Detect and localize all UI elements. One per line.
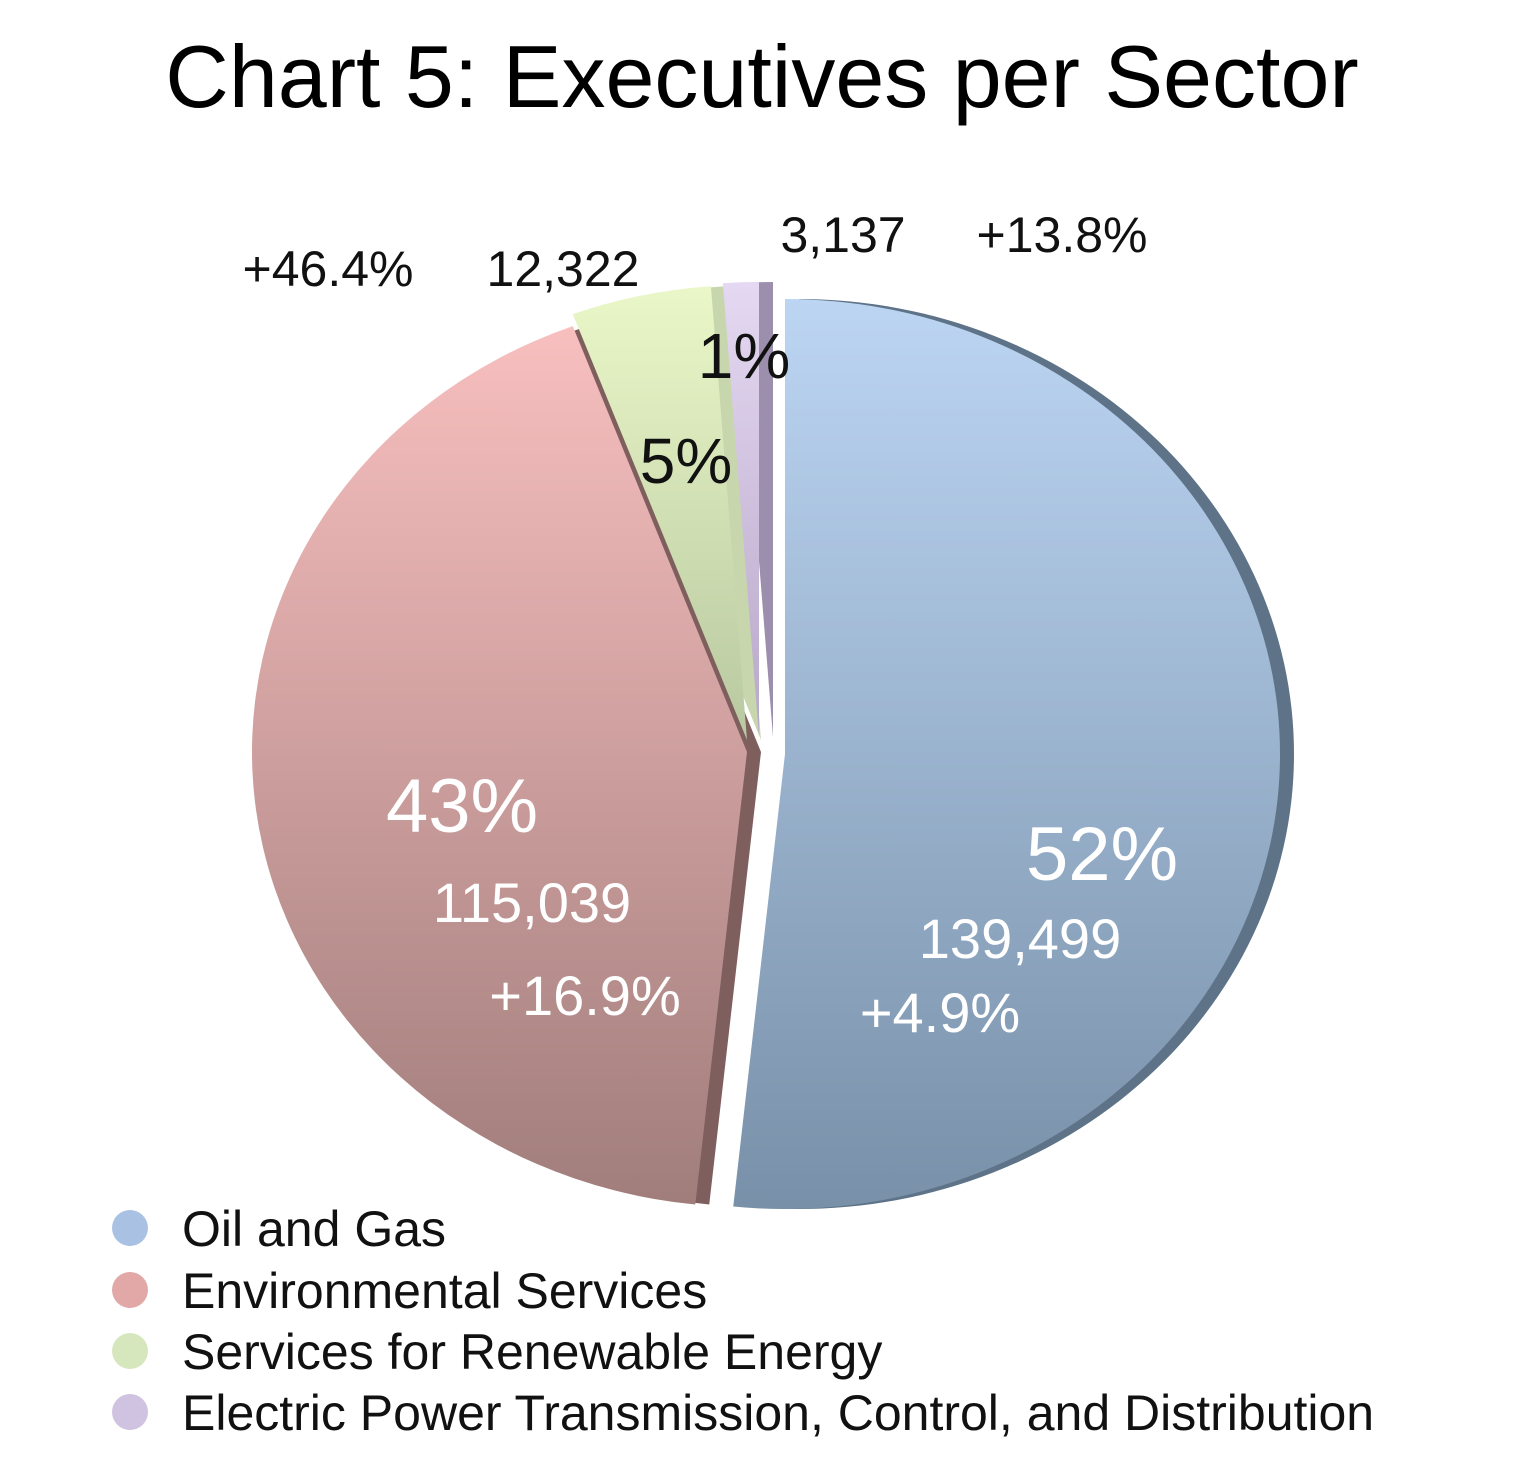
slice-percent-label-environmental-services: 43% bbox=[386, 764, 538, 849]
slice-percent-label-electric-power: 1% bbox=[698, 320, 791, 392]
slice-change-label-renewable-energy-services: +46.4% bbox=[243, 241, 414, 297]
pie-slice-oil-and-gas[interactable] bbox=[733, 299, 1280, 1209]
slice-value-label-oil-and-gas: 139,499 bbox=[919, 907, 1121, 970]
slice-value-label-renewable-energy-services: 12,322 bbox=[487, 241, 640, 297]
pie-slice-environmental-services[interactable] bbox=[251, 326, 747, 1205]
legend-label-renewable-energy-services: Services for Renewable Energy bbox=[182, 1324, 882, 1380]
pie-slice-renewable-energy-services[interactable] bbox=[572, 286, 747, 740]
pie-slice-electric-power[interactable] bbox=[722, 282, 759, 737]
legend-label-environmental-services: Environmental Services bbox=[182, 1263, 707, 1319]
slice-value-label-environmental-services: 115,039 bbox=[433, 871, 631, 934]
legend-swatch-environmental-services bbox=[112, 1272, 148, 1308]
slice-percent-label-renewable-energy-services: 5% bbox=[640, 425, 733, 497]
slice-change-label-environmental-services: +16.9% bbox=[489, 964, 681, 1027]
chart-title: Chart 5: Executives per Sector bbox=[165, 27, 1358, 126]
legend-swatch-oil-and-gas bbox=[112, 1210, 148, 1246]
legend-label-electric-power: Electric Power Transmission, Control, an… bbox=[182, 1385, 1374, 1441]
slice-value-label-electric-power: 3,137 bbox=[780, 207, 905, 263]
legend-swatch-renewable-energy-services bbox=[112, 1333, 148, 1369]
slice-percent-label-oil-and-gas: 52% bbox=[1026, 812, 1178, 897]
legend-label-oil-and-gas: Oil and Gas bbox=[182, 1201, 446, 1257]
slice-change-label-oil-and-gas: +4.9% bbox=[860, 981, 1020, 1044]
legend-swatch-electric-power bbox=[112, 1394, 148, 1430]
slice-change-label-electric-power: +13.8% bbox=[977, 207, 1148, 263]
